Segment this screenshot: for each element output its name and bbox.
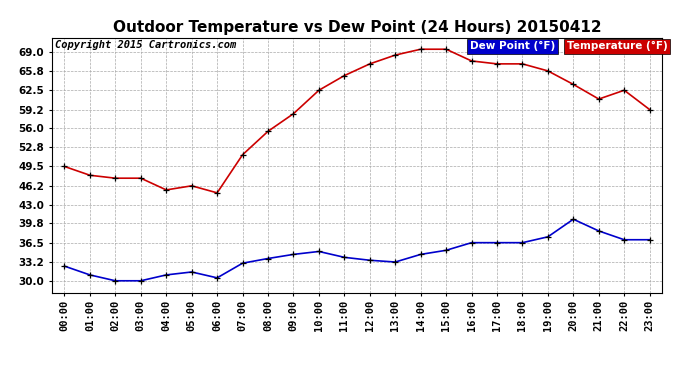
Title: Outdoor Temperature vs Dew Point (24 Hours) 20150412: Outdoor Temperature vs Dew Point (24 Hou… <box>112 20 602 35</box>
Text: Dew Point (°F): Dew Point (°F) <box>470 41 555 51</box>
Text: Temperature (°F): Temperature (°F) <box>566 41 667 51</box>
Text: Copyright 2015 Cartronics.com: Copyright 2015 Cartronics.com <box>55 40 236 50</box>
